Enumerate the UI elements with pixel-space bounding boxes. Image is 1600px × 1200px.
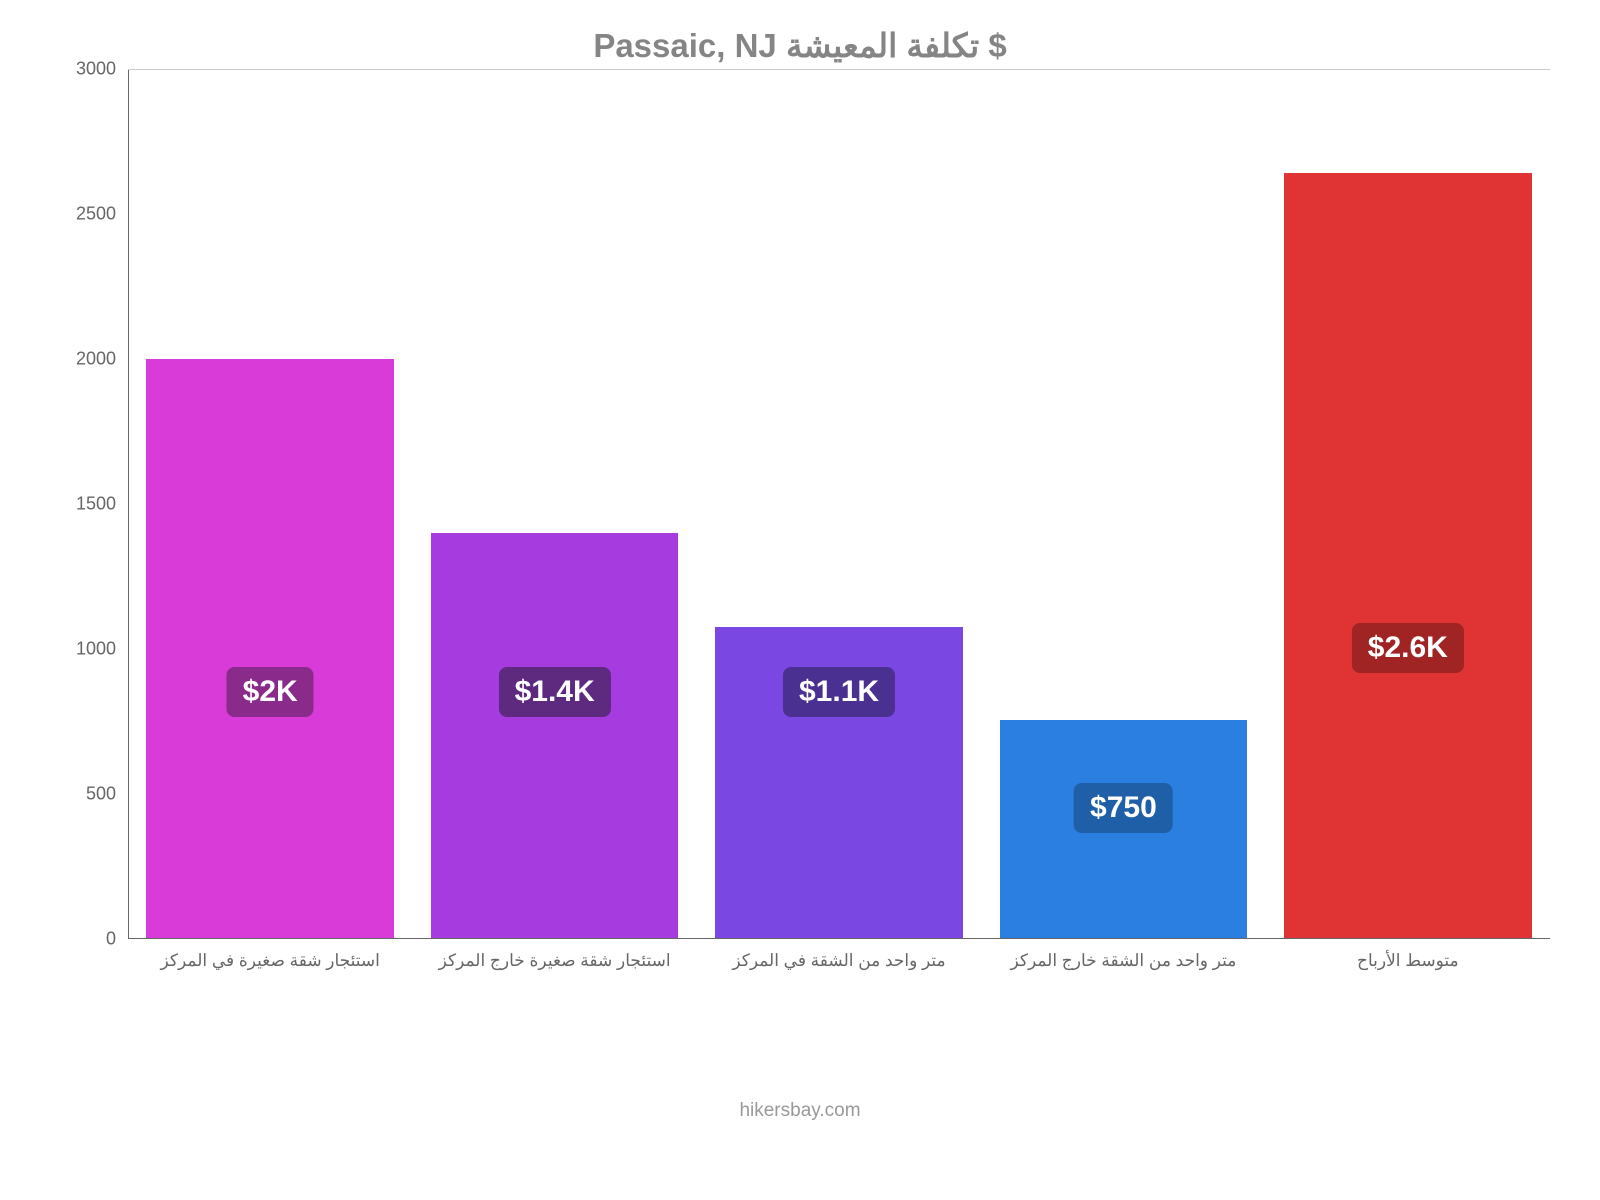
chart-title: Passaic, NJ تكلفة المعيشة $ bbox=[50, 26, 1550, 65]
bar-value-label: $2K bbox=[227, 667, 314, 717]
x-tick-label: متر واحد من الشقة في المركز bbox=[697, 939, 981, 971]
x-tick-label: استئجار شقة صغيرة خارج المركز bbox=[412, 939, 696, 971]
gridline bbox=[128, 69, 1550, 70]
y-tick-label: 1500 bbox=[56, 494, 116, 515]
bar-value-label: $1.4K bbox=[499, 667, 611, 717]
x-tick-label: متر واحد من الشقة خارج المركز bbox=[981, 939, 1265, 971]
y-axis: 050010001500200025003000 bbox=[50, 69, 128, 939]
bar-value-label: $1.1K bbox=[783, 667, 895, 717]
y-tick-label: 0 bbox=[56, 929, 116, 950]
y-tick-label: 2500 bbox=[56, 204, 116, 225]
bar bbox=[431, 533, 678, 939]
bar bbox=[1284, 173, 1531, 939]
x-tick-label: استئجار شقة صغيرة في المركز bbox=[128, 939, 412, 971]
y-tick-label: 500 bbox=[56, 784, 116, 805]
bar-slot: $750 bbox=[981, 69, 1265, 939]
bar-slot: $1.1K bbox=[697, 69, 981, 939]
y-tick-label: 3000 bbox=[56, 59, 116, 80]
plot-area: 050010001500200025003000 $2K$1.4K$1.1K$7… bbox=[50, 69, 1550, 939]
x-axis-labels: استئجار شقة صغيرة في المركزاستئجار شقة ص… bbox=[128, 939, 1550, 971]
y-tick-label: 1000 bbox=[56, 639, 116, 660]
bar bbox=[146, 359, 393, 939]
chart-container: Passaic, NJ تكلفة المعيشة $ 0 500 1000 1500… bbox=[50, 20, 1550, 1140]
y-tick-label: 2000 bbox=[56, 349, 116, 370]
bar-slot: $1.4K bbox=[412, 69, 696, 939]
bar-value-label: $750 bbox=[1074, 783, 1173, 833]
y-axis-line bbox=[128, 69, 129, 939]
bar-value-label: $2.6K bbox=[1352, 623, 1464, 673]
x-tick-label: متوسط الأرباح bbox=[1266, 939, 1550, 971]
bar-slot: $2K bbox=[128, 69, 412, 939]
bars-container: $2K $1.4K $1.1K $750 $2.6K bbox=[128, 69, 1550, 939]
x-axis-line bbox=[128, 938, 1550, 939]
bar-slot: $2.6K bbox=[1266, 69, 1550, 939]
footer-credit: hikersbay.com bbox=[50, 1100, 1550, 1122]
